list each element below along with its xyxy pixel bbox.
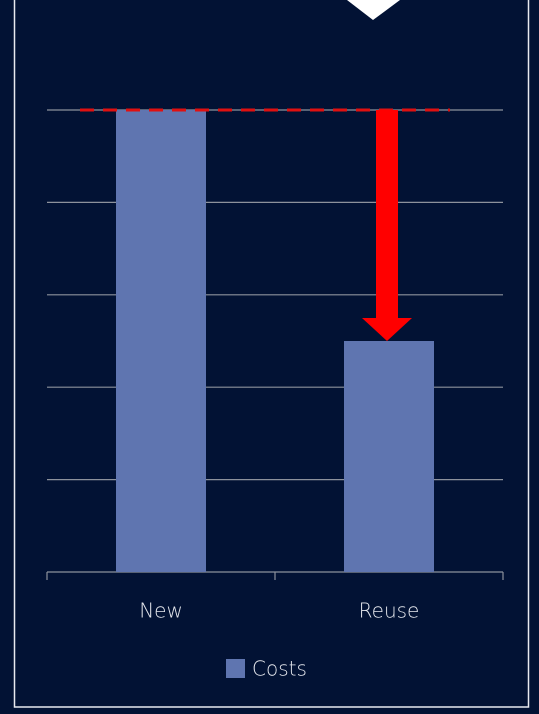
frame: [13, 0, 530, 708]
arrow-shaft: [376, 110, 398, 319]
x-tick-label: New: [139, 599, 183, 623]
legend-label: Costs: [252, 657, 307, 681]
arrow-head: [362, 318, 412, 341]
x-tick-label: Reuse: [359, 599, 420, 623]
bar: [116, 110, 206, 572]
callout-pointer: [347, 0, 400, 20]
plot-area: New Reuse Costs: [46, 108, 504, 681]
legend-swatch: [226, 659, 245, 678]
bar: [344, 341, 434, 572]
